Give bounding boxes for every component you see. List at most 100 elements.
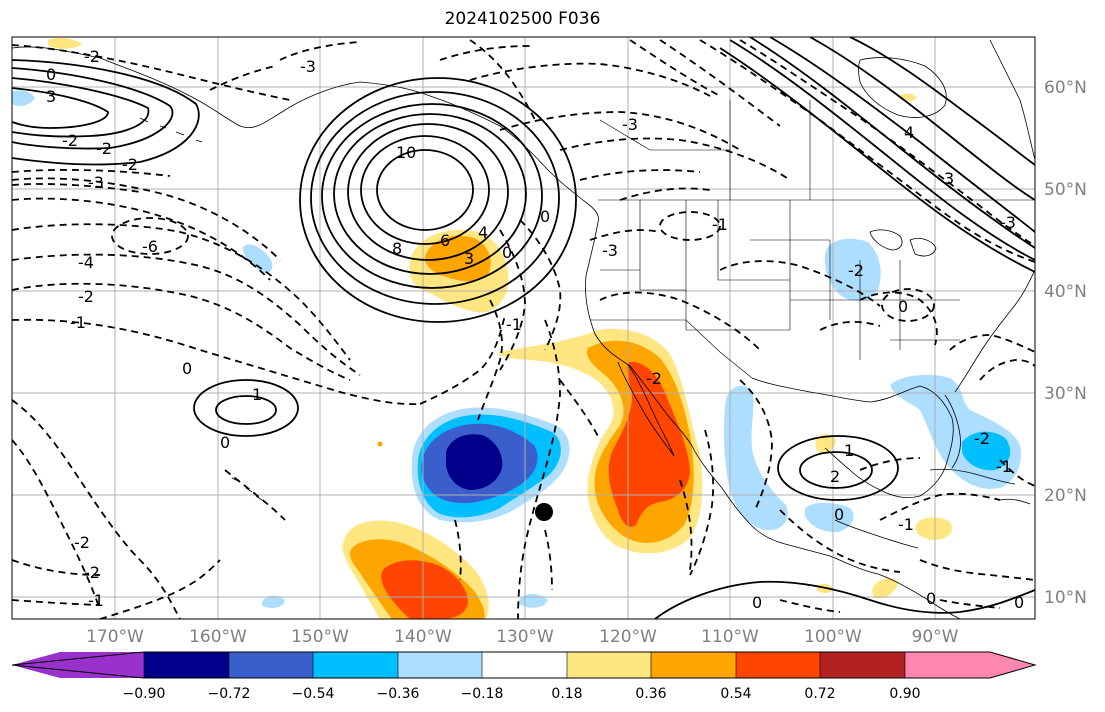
- lon-label-130w: 130°W: [496, 627, 554, 647]
- contour-label: 1: [252, 385, 262, 404]
- colorbar-bin-extend-high: [905, 652, 1035, 678]
- contour-label: -2: [974, 429, 990, 448]
- contour-label: 0: [926, 589, 936, 608]
- colorbar-tick-label: −0.72: [208, 686, 251, 702]
- contour-label: -2: [96, 139, 112, 158]
- contour-label: 0: [540, 207, 550, 226]
- contour-label: 3: [464, 249, 474, 268]
- colorbar-tick-label: 0.54: [720, 686, 751, 702]
- anomaly-dot: [377, 441, 383, 447]
- colorbar-tick-label: 0.18: [551, 686, 582, 702]
- colorbar-tick-label: 0.36: [635, 686, 666, 702]
- contour-solid-low-alaska: [299, 77, 577, 323]
- contour-label: 0: [752, 593, 762, 612]
- lon-label-120w: 120°W: [599, 627, 657, 647]
- contour-solid-high: [193, 379, 299, 437]
- contour-label: -2: [646, 369, 662, 388]
- anomaly-fill-pos-072: [381, 560, 468, 619]
- contour-label: -4: [78, 253, 94, 272]
- contour-label: -1: [70, 313, 86, 332]
- anomaly-fill-neg-054: [962, 431, 1011, 471]
- contour-label: 6: [440, 231, 450, 250]
- contour-label: -1: [712, 215, 728, 234]
- contour-label: -2: [62, 131, 78, 150]
- contour-label: -2: [74, 533, 90, 552]
- lat-label-10n: 10°N: [1044, 588, 1087, 608]
- anomaly-fill-neg-036: [262, 595, 285, 608]
- contour-solid-gulf: [654, 435, 1035, 619]
- latitude-axis: 60°N 50°N 40°N 30°N 20°N 10°N: [1044, 78, 1087, 608]
- map-title: 2024102500 F036: [444, 9, 601, 29]
- anomaly-fill-pos-036: [872, 578, 898, 599]
- contour-label: 0: [502, 243, 512, 262]
- lat-label-40n: 40°N: [1044, 282, 1087, 302]
- contour-label: 0: [898, 297, 908, 316]
- contour-lines: [12, 37, 1035, 619]
- lon-label-110w: 110°W: [701, 627, 759, 647]
- contour-label: 1: [844, 441, 854, 460]
- contour-label: 0: [1014, 593, 1024, 612]
- lon-label-100w: 100°W: [804, 627, 862, 647]
- lon-label-160w: 160°W: [189, 627, 247, 647]
- colorbar-tick-label: 0.72: [804, 686, 835, 702]
- contour-label: -6: [142, 237, 158, 256]
- lat-label-60n: 60°N: [1044, 78, 1087, 98]
- anomaly-fill-neg-036: [12, 90, 35, 106]
- lon-label-150w: 150°W: [291, 627, 349, 647]
- contour-label: 10: [396, 143, 416, 162]
- colorbar-bin: [229, 652, 313, 678]
- storm-center-marker: [535, 503, 553, 521]
- contour-label: -1: [996, 457, 1012, 476]
- colorbar-bin: [651, 652, 736, 678]
- colorbar-bin: [820, 652, 905, 678]
- contour-label: 4: [478, 223, 488, 242]
- anomaly-fill-neg-036: [824, 238, 881, 301]
- contour-label: 8: [392, 239, 402, 258]
- contour-solid-jet: [719, 37, 1035, 273]
- contour-label: -2: [84, 563, 100, 582]
- anomaly-fill-neg-036: [723, 385, 788, 531]
- colorbar-bin: [313, 652, 398, 678]
- map-border: [11, 36, 1036, 620]
- political-borders: [590, 100, 1035, 379]
- colorbar-tick-label: −0.36: [377, 686, 420, 702]
- contour-label: -2: [122, 155, 138, 174]
- contour-label: 2: [830, 467, 840, 486]
- lon-label-140w: 140°W: [394, 627, 452, 647]
- anomaly-fill-pos-036: [915, 517, 952, 540]
- contour-label: 0: [220, 433, 230, 452]
- contour-label: -2: [848, 261, 864, 280]
- lon-label-90w: 90°W: [912, 627, 959, 647]
- lat-label-30n: 30°N: [1044, 384, 1087, 404]
- anomaly-fill-neg-036: [805, 502, 854, 533]
- contour-label: 0: [834, 505, 844, 524]
- contour-dashed: [12, 39, 1035, 619]
- contour-label: -2: [78, 287, 94, 306]
- contour-label: -3: [602, 241, 618, 260]
- contour-label: 0: [46, 65, 56, 84]
- anomaly-fill-neg-090: [446, 434, 503, 490]
- contour-label: -2: [84, 47, 100, 66]
- shaded-fields: [12, 37, 1021, 619]
- colorbar-tick-label: 0.90: [889, 686, 920, 702]
- contour-label: -3: [88, 173, 104, 192]
- contour-labels: -2 0 3 -2 -2 -3 -2 -3 -6 -4 -2 -1 0 1 0 …: [46, 47, 1024, 612]
- contour-label: -3: [622, 115, 638, 134]
- colorbar-bin: [144, 652, 229, 678]
- contour-label: -1: [88, 591, 104, 610]
- lat-label-50n: 50°N: [1044, 180, 1087, 200]
- longitude-axis: 170°W 160°W 150°W 140°W 130°W 120°W 110°…: [86, 627, 959, 647]
- anomaly-fill-neg-036: [242, 244, 273, 274]
- contour-label: -3: [1000, 213, 1016, 232]
- colorbar-tick-label: −0.18: [461, 686, 504, 702]
- colorbar-bin: [567, 652, 651, 678]
- contour-label: 3: [944, 169, 954, 188]
- lon-label-170w: 170°W: [86, 627, 144, 647]
- map-panel: [12, 37, 1035, 619]
- colorbar-bin: [736, 652, 820, 678]
- anomaly-fill-pos-036: [815, 434, 836, 454]
- contour-label: 3: [46, 87, 56, 106]
- contour-label: -3: [300, 57, 316, 76]
- contour-label: 4: [904, 123, 914, 142]
